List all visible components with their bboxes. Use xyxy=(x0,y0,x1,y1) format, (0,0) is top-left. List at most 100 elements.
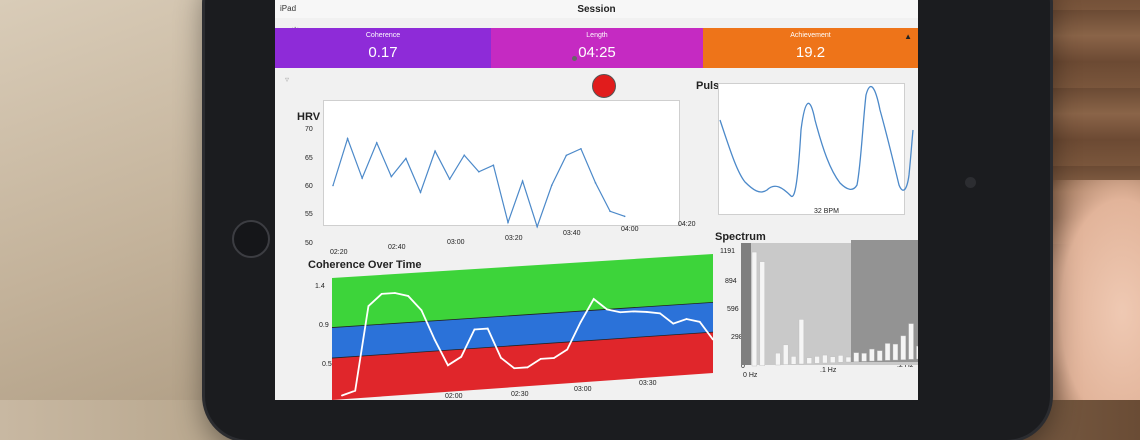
coherence-xtick: 02:30 xyxy=(511,391,529,398)
spectrum-bar xyxy=(877,350,883,361)
hrv-point xyxy=(361,177,363,179)
coherence-point xyxy=(420,309,423,312)
coherence-chart xyxy=(331,254,714,400)
coherence-point xyxy=(447,364,449,367)
hrv-ytick: 65 xyxy=(305,155,313,162)
coherence-point xyxy=(712,338,714,341)
wifi-icon: ▿ xyxy=(285,75,290,84)
spectrum-bar xyxy=(884,343,891,361)
metrics-bar: Coherence 0.17 Length 04:25 Achievement … xyxy=(275,28,918,68)
coherence-point xyxy=(659,312,661,315)
hrv-point xyxy=(623,215,626,218)
coherence-point xyxy=(685,318,688,320)
coherence-point xyxy=(380,292,383,295)
spectrum-bar xyxy=(869,348,875,362)
coherence-ytick: 0.9 xyxy=(319,322,329,329)
hrv-point xyxy=(550,184,553,187)
spectrum-bar xyxy=(814,356,820,364)
spectrum-bar xyxy=(908,323,914,360)
hrv-ytick: 55 xyxy=(305,211,313,218)
triangle-up-icon[interactable]: ▲ xyxy=(904,32,912,41)
hrv-title: HRV xyxy=(297,111,321,123)
home-button[interactable] xyxy=(232,220,270,258)
hrv-point xyxy=(594,182,597,184)
pulse-line xyxy=(719,85,914,198)
app-screen: iPad Session ⚙ Coherence 0.17 Length 04:… xyxy=(275,0,918,400)
band-boundary xyxy=(331,331,714,359)
hrv-ytick: 50 xyxy=(305,240,313,247)
spectrum-ytick: 894 xyxy=(725,278,737,285)
spectrum-xtick: .2 Hz xyxy=(897,362,914,369)
metric-label: Length xyxy=(586,32,608,39)
coherence-point xyxy=(500,356,502,359)
hrv-point xyxy=(419,191,422,194)
spectrum-title: Spectrum xyxy=(715,231,766,243)
coherence-point xyxy=(619,311,622,314)
spectrum-bar xyxy=(798,319,805,365)
hrv-point xyxy=(580,147,582,150)
spectrum-bar xyxy=(806,357,812,364)
band-boundary xyxy=(331,301,714,328)
hrv-point xyxy=(434,150,436,152)
hrv-point xyxy=(609,210,611,213)
metric-coherence: Coherence 0.17 xyxy=(275,28,491,68)
coherence-xtick: 03:30 xyxy=(639,380,657,387)
hrv-point xyxy=(448,178,451,180)
coherence-point xyxy=(606,308,608,311)
background-hand xyxy=(1050,180,1140,400)
hrv-point xyxy=(463,154,466,157)
spectrum-bar xyxy=(759,261,765,366)
coherence-point xyxy=(513,367,516,370)
metric-achievement: Achievement 19.2 xyxy=(703,28,918,68)
pulse-panel xyxy=(718,83,905,215)
spectrum-bar xyxy=(900,335,906,360)
spectrum-bar xyxy=(775,352,781,366)
coherence-point xyxy=(553,357,555,359)
spectrum-ytick: 1191 xyxy=(720,248,736,255)
hrv-point xyxy=(507,221,509,224)
hrv-point xyxy=(332,184,334,187)
coherence-ytick: 0.5 xyxy=(322,361,332,368)
metric-label: Coherence xyxy=(365,32,401,39)
camera-lens xyxy=(965,177,976,188)
hrv-ytick: 60 xyxy=(305,183,313,190)
hrv-xtick: 02:40 xyxy=(388,244,406,251)
metric-value: 0.17 xyxy=(368,44,398,61)
hrv-point xyxy=(405,157,407,160)
coherence-point xyxy=(407,295,410,297)
high-coherence-band xyxy=(332,254,713,328)
spectrum-bar xyxy=(853,352,859,362)
metric-value: 19.2 xyxy=(795,44,826,61)
spectrum-bar xyxy=(830,356,836,363)
spectrum-ytick: 298 xyxy=(731,334,743,341)
coherence-ytick: 1.4 xyxy=(315,283,325,290)
record-button[interactable] xyxy=(592,74,616,98)
coherence-xtick: 03:00 xyxy=(574,386,592,393)
coherence-point xyxy=(526,366,529,369)
status-device-label: iPad xyxy=(280,4,297,13)
spectrum-bar xyxy=(783,344,789,365)
coherence-point xyxy=(698,320,701,323)
coherence-point xyxy=(645,311,648,313)
coherence-point xyxy=(486,327,489,330)
page-title: Session xyxy=(577,4,616,15)
hrv-xtick: 04:20 xyxy=(678,221,696,228)
spectrum-bar xyxy=(845,356,852,363)
hrv-point xyxy=(536,225,538,228)
coherence-point xyxy=(473,328,476,331)
spectrum-bar xyxy=(892,343,899,361)
spectrum-ytick: 0 xyxy=(741,363,745,370)
coherence-point xyxy=(433,338,436,341)
metric-label: Achievement xyxy=(790,32,831,39)
hrv-point xyxy=(478,170,480,173)
spectrum-bar xyxy=(837,355,844,363)
hrv-point xyxy=(565,154,568,157)
hrv-xtick: 03:40 xyxy=(563,230,581,237)
hrv-chart xyxy=(332,136,626,229)
low-coherence-band xyxy=(332,332,713,400)
spectrum-bar xyxy=(916,345,918,360)
metric-length: Length 04:25 xyxy=(491,28,703,68)
spectrum-xtick: 0 Hz xyxy=(743,372,758,379)
hrv-xtick: 03:00 xyxy=(447,239,465,246)
status-bar: iPad xyxy=(275,0,918,18)
